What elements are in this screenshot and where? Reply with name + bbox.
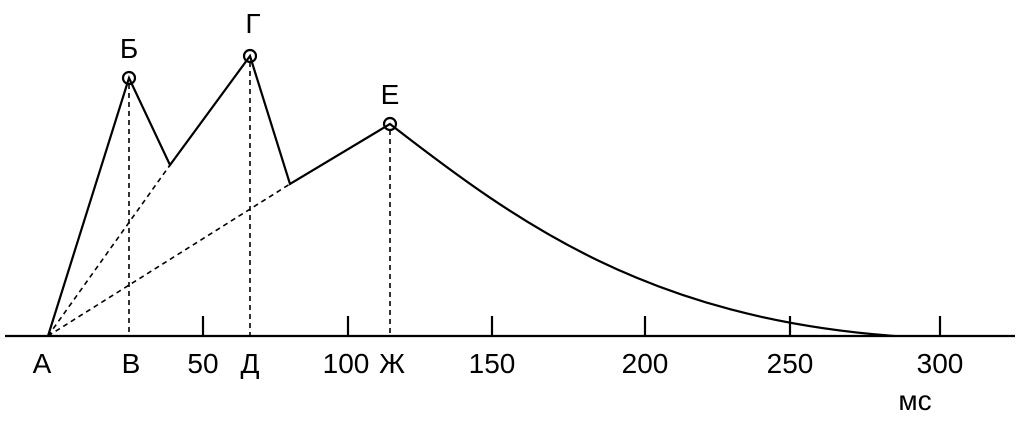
axis-label: 250 (767, 348, 814, 379)
axis-label: 300 (917, 348, 964, 379)
point-label: Б (120, 33, 138, 64)
dashed-lines (47, 62, 391, 337)
axis-label: Ж (379, 348, 405, 379)
point-markers (121, 48, 398, 132)
axis-label: В (122, 348, 141, 379)
axis-label: А (33, 348, 52, 379)
axis-label: 150 (469, 348, 516, 379)
pressure-curve (46, 53, 896, 338)
axis-label: 50 (187, 348, 218, 379)
axis-label: 200 (622, 348, 669, 379)
point-label: Е (381, 79, 400, 110)
axis-ticks (201, 316, 942, 336)
axis-label: Д (241, 348, 260, 379)
axis-label: 100 (323, 348, 370, 379)
point-label: Г (245, 8, 260, 39)
axis-unit: мс (898, 385, 931, 416)
